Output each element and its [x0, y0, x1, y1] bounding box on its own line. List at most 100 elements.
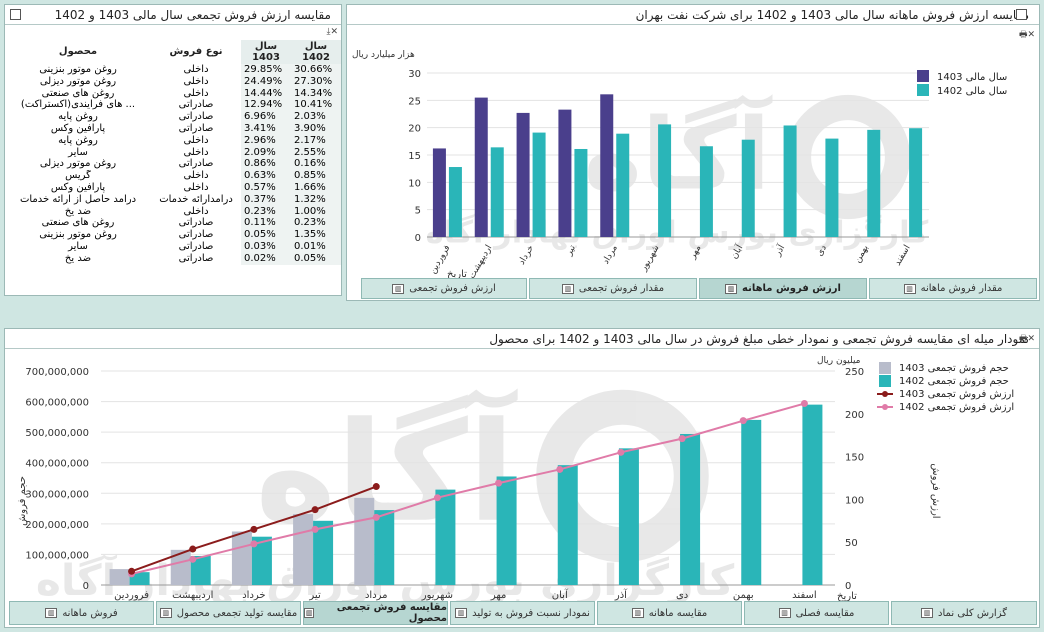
tab-label: ارزش فروش تجمعی — [409, 283, 496, 294]
cell-y1402: 0.01% — [291, 240, 341, 253]
y-left-tick-label: 200,000,000 — [25, 520, 89, 531]
table-row[interactable]: 0.01% 0.03% صادراتی سایر — [5, 240, 341, 253]
monthly-panel-title: مقایسه ارزش فروش ماهانه سال مالی 1403 و … — [347, 5, 1039, 25]
bar-1402 — [616, 133, 630, 237]
legend-marker — [882, 404, 888, 410]
cell-y1402: 30.66% — [291, 64, 341, 76]
cell-y1403: 14.44% — [241, 87, 291, 100]
monthly_panel-tab-2[interactable]: مقدار فروش تجمعی ▥ — [529, 278, 697, 299]
cumulative_panel-tab-1[interactable]: مقایسه فصلی ▥ — [744, 601, 889, 625]
cell-product: پارافین وکس — [50, 122, 106, 134]
monthly_panel-tab-0[interactable]: مقدار فروش ماهانه ▥ — [869, 278, 1037, 299]
cell-product: پارافین وکس — [50, 181, 106, 193]
sales-share-table: سال 1402 سال 1403 نوع فروش محصول 30.66% 2… — [5, 40, 341, 265]
table-row[interactable]: 2.17% 2.96% داخلی روغن پایه — [5, 134, 341, 147]
maximize-icon[interactable] — [10, 9, 21, 20]
cumulative_panel-tab-4[interactable]: مقایسه فروش تجمعی محصول ▥ — [303, 601, 448, 625]
bar-1403 — [600, 94, 614, 237]
table-row[interactable]: 1.32% 0.37% درآمدارائه خدمات درآمد حاصل از … — [5, 193, 341, 206]
cumulative_panel-tab-3[interactable]: نمودار نسبت فروش به تولید ▥ — [450, 601, 595, 625]
print-export-icon[interactable]: 🖶✕ — [1018, 30, 1035, 40]
table-row[interactable]: 0.85% 0.63% داخلی گریس — [5, 170, 341, 182]
cell-y1402: 2.55% — [291, 146, 341, 159]
cell-product: ضد یخ — [64, 252, 92, 264]
y-tick-label: 5 — [415, 206, 421, 217]
x-tick-label: شهریور — [421, 590, 453, 601]
table-row[interactable]: 2.03% 6.96% صادراتی روغن پایه — [5, 111, 341, 123]
cell-sale-type: داخلی — [183, 170, 209, 182]
col-y1403[interactable]: سال 1403 — [241, 40, 291, 64]
cell-y1402: 0.05% — [291, 252, 341, 265]
cell-y1403: 0.23% — [241, 205, 291, 218]
cumulative_panel-tab-5[interactable]: مقایسه تولید تجمعی محصول ▥ — [156, 601, 301, 625]
x-tick-label: دی — [815, 244, 829, 259]
cumulative_panel-tab-0[interactable]: گزارش کلی نماد ▥ — [891, 601, 1037, 625]
export-icon[interactable]: ⤓✕ — [326, 27, 338, 37]
monthly_panel-tab-3[interactable]: ارزش فروش تجمعی ▥ — [361, 278, 527, 299]
tab-label: مقدار فروش ماهانه — [920, 283, 1003, 294]
table-row[interactable]: 3.90% 3.41% صادراتی پارافین وکس — [5, 122, 341, 135]
monthly_panel-tab-1[interactable]: ارزش فروش ماهانه ▥ — [699, 278, 867, 299]
table-row[interactable]: 10.41% 12.94% صادراتی ... های فرایندی(اکستر… — [5, 99, 341, 112]
table-row[interactable]: 0.23% 0.11% صادراتی روغن های صنعتی — [5, 217, 341, 230]
col-sale-type[interactable]: نوع فروش — [169, 46, 223, 58]
y-right-title: ارزش فروش — [930, 463, 941, 518]
cell-product: روغن موتور دیزلی — [39, 158, 117, 170]
cell-sale-type: داخلی — [183, 64, 209, 75]
table-row[interactable]: 30.66% 29.85% داخلی روغن موتور بنزینی — [5, 64, 341, 76]
table-row[interactable]: 0.05% 0.02% صادراتی ضد یخ — [5, 252, 341, 265]
cell-y1403: 3.41% — [241, 122, 291, 135]
tab-label: ارزش فروش ماهانه — [742, 283, 841, 294]
bar-1403 — [516, 112, 530, 237]
legend-swatch — [879, 375, 891, 387]
bar-cum-1402 — [802, 404, 823, 585]
col-product[interactable]: محصول — [58, 46, 98, 58]
line-point — [800, 400, 808, 408]
bar-1402 — [867, 129, 881, 237]
y-left-tick-label: 700,000,000 — [25, 367, 89, 378]
y-axis-unit: هزار میلیارد ریال — [352, 50, 415, 60]
x-tick-label: آبان — [552, 588, 569, 601]
chart-icon: ▥ — [903, 283, 916, 294]
tab-label: مقدار فروش تجمعی — [578, 283, 665, 294]
cell-sale-type: صادراتی — [178, 229, 214, 241]
cell-sale-type: صادراتی — [178, 111, 214, 123]
cumulative_panel-tab-2[interactable]: مقایسه ماهانه ▥ — [597, 601, 742, 625]
line-point — [433, 494, 441, 502]
table-row[interactable]: 0.16% 0.86% صادراتی روغن موتور دیزلی — [5, 158, 341, 171]
y-right-tick-label: 100 — [845, 495, 864, 506]
table-row[interactable]: 2.55% 2.09% داخلی سایر — [5, 146, 341, 159]
line-1402 — [131, 402, 805, 575]
line-point — [556, 465, 564, 473]
table-row[interactable]: 1.00% 0.23% داخلی ضد یخ — [5, 205, 341, 218]
x-tick-label: تیر — [308, 590, 321, 601]
cell-sale-type: صادراتی — [178, 122, 214, 134]
table-row[interactable]: 27.30% 24.49% داخلی روغن موتور دیزلی — [5, 75, 341, 88]
y-tick-label: 20 — [408, 124, 421, 135]
bar-cum-1402 — [680, 433, 701, 585]
table-row[interactable]: 1.66% 0.57% داخلی پارافین وکس — [5, 181, 341, 194]
cell-y1403: 24.49% — [241, 75, 291, 88]
chart-icon: ▥ — [392, 283, 405, 294]
y-right-tick-label: 200 — [845, 410, 864, 421]
print-export-icon[interactable]: 🖶✕ — [1018, 334, 1035, 344]
x-tick-label: مرداد — [365, 590, 388, 601]
bar-1402 — [448, 167, 462, 237]
y-right-tick-label: 150 — [845, 453, 864, 464]
cell-y1402: 3.90% — [291, 122, 341, 135]
table-row[interactable]: 14.34% 14.44% داخلی روغن های صنعتی — [5, 87, 341, 100]
cell-y1402: 10.41% — [291, 99, 341, 112]
col-y1402[interactable]: سال 1402 — [291, 40, 341, 64]
table-row[interactable]: 1.35% 0.05% صادراتی روغن موتور بنزینی — [5, 229, 341, 241]
x-tick-label: اردیبهشت — [172, 590, 213, 601]
legend-swatch — [917, 70, 929, 82]
cell-y1403: 0.37% — [241, 193, 291, 206]
y-left-tick-label: 400,000,000 — [25, 459, 89, 470]
cumulative_panel-tab-6[interactable]: فروش ماهانه ▥ — [9, 601, 154, 625]
legend-swatch — [917, 84, 929, 96]
cell-product: روغن موتور بنزینی — [39, 229, 117, 241]
maximize-icon[interactable] — [1016, 9, 1027, 20]
cell-product: روغن های صنعتی — [41, 217, 115, 229]
